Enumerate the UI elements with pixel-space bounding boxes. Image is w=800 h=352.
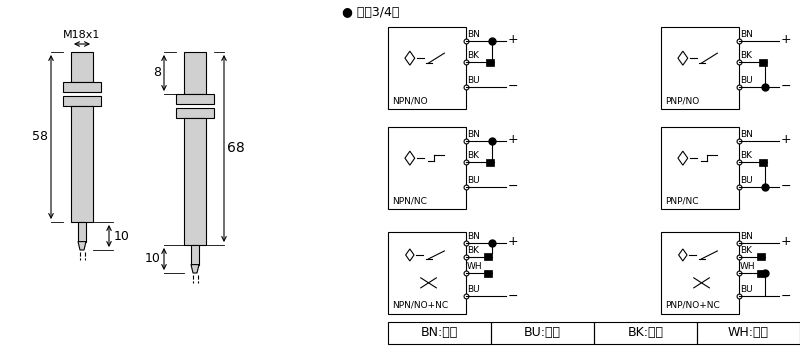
Text: −: −: [508, 80, 518, 93]
Bar: [485, 253, 492, 260]
Text: +: +: [508, 235, 518, 248]
Text: BU: BU: [740, 285, 753, 294]
Text: M18x1: M18x1: [63, 30, 101, 40]
Text: BN: BN: [467, 232, 480, 241]
Bar: [184, 52, 206, 94]
Text: NPN/NC: NPN/NC: [392, 196, 426, 205]
Text: BN: BN: [467, 130, 480, 139]
Text: PNP/NO+NC: PNP/NO+NC: [665, 301, 720, 310]
Bar: [758, 270, 766, 277]
Text: BK: BK: [740, 151, 752, 160]
Text: −: −: [508, 180, 518, 193]
Bar: [486, 59, 494, 66]
Text: NPN/NO+NC: NPN/NO+NC: [392, 301, 448, 310]
Text: PNP/NO: PNP/NO: [665, 96, 699, 105]
Text: +: +: [781, 235, 792, 248]
Text: +: +: [781, 33, 792, 46]
Bar: [491, 322, 594, 344]
Bar: [388, 322, 491, 344]
Text: +: +: [781, 133, 792, 146]
Text: BN: BN: [467, 30, 480, 39]
Bar: [176, 94, 214, 104]
Text: BK:黑色: BK:黑色: [627, 327, 663, 339]
Bar: [388, 127, 466, 209]
Bar: [184, 118, 206, 245]
Text: +: +: [508, 133, 518, 146]
Text: WH: WH: [467, 262, 482, 271]
Polygon shape: [191, 265, 199, 273]
Bar: [594, 322, 697, 344]
Text: BK: BK: [740, 51, 752, 60]
Bar: [63, 96, 101, 106]
Bar: [176, 108, 214, 118]
Bar: [78, 222, 86, 241]
Bar: [486, 159, 494, 166]
Text: BU: BU: [467, 285, 480, 294]
Bar: [697, 322, 800, 344]
Bar: [191, 245, 199, 265]
Bar: [661, 232, 739, 314]
Bar: [63, 82, 101, 92]
Text: 10: 10: [145, 252, 161, 265]
Text: ● 直涁3/4线: ● 直涁3/4线: [342, 6, 399, 19]
Bar: [758, 253, 766, 260]
Text: BK: BK: [740, 246, 752, 254]
Text: BN:棕色: BN:棕色: [421, 327, 458, 339]
Text: 68: 68: [227, 142, 245, 156]
Text: BK: BK: [467, 151, 479, 160]
Polygon shape: [78, 241, 86, 250]
Text: BU: BU: [740, 176, 753, 185]
Bar: [661, 127, 739, 209]
Bar: [71, 106, 93, 222]
Bar: [388, 232, 466, 314]
Text: −: −: [781, 289, 791, 302]
Text: PNP/NC: PNP/NC: [665, 196, 698, 205]
Text: BU: BU: [467, 176, 480, 185]
Bar: [759, 59, 767, 66]
Bar: [759, 159, 767, 166]
Text: 10: 10: [114, 230, 130, 243]
Text: −: −: [781, 80, 791, 93]
Text: −: −: [781, 180, 791, 193]
Bar: [485, 270, 492, 277]
Text: +: +: [508, 33, 518, 46]
Text: BN: BN: [740, 232, 753, 241]
Text: 8: 8: [153, 67, 161, 80]
Text: BU: BU: [740, 76, 753, 85]
Text: 58: 58: [32, 131, 48, 144]
Bar: [71, 52, 93, 82]
Text: BN: BN: [740, 130, 753, 139]
Text: WH:白色: WH:白色: [728, 327, 769, 339]
Text: BU: BU: [467, 76, 480, 85]
Bar: [388, 27, 466, 109]
Bar: [661, 27, 739, 109]
Text: WH: WH: [740, 262, 756, 271]
Text: BK: BK: [467, 51, 479, 60]
Text: BU:兰色: BU:兰色: [524, 327, 561, 339]
Text: −: −: [508, 289, 518, 302]
Text: NPN/NO: NPN/NO: [392, 96, 427, 105]
Text: BK: BK: [467, 246, 479, 254]
Text: BN: BN: [740, 30, 753, 39]
